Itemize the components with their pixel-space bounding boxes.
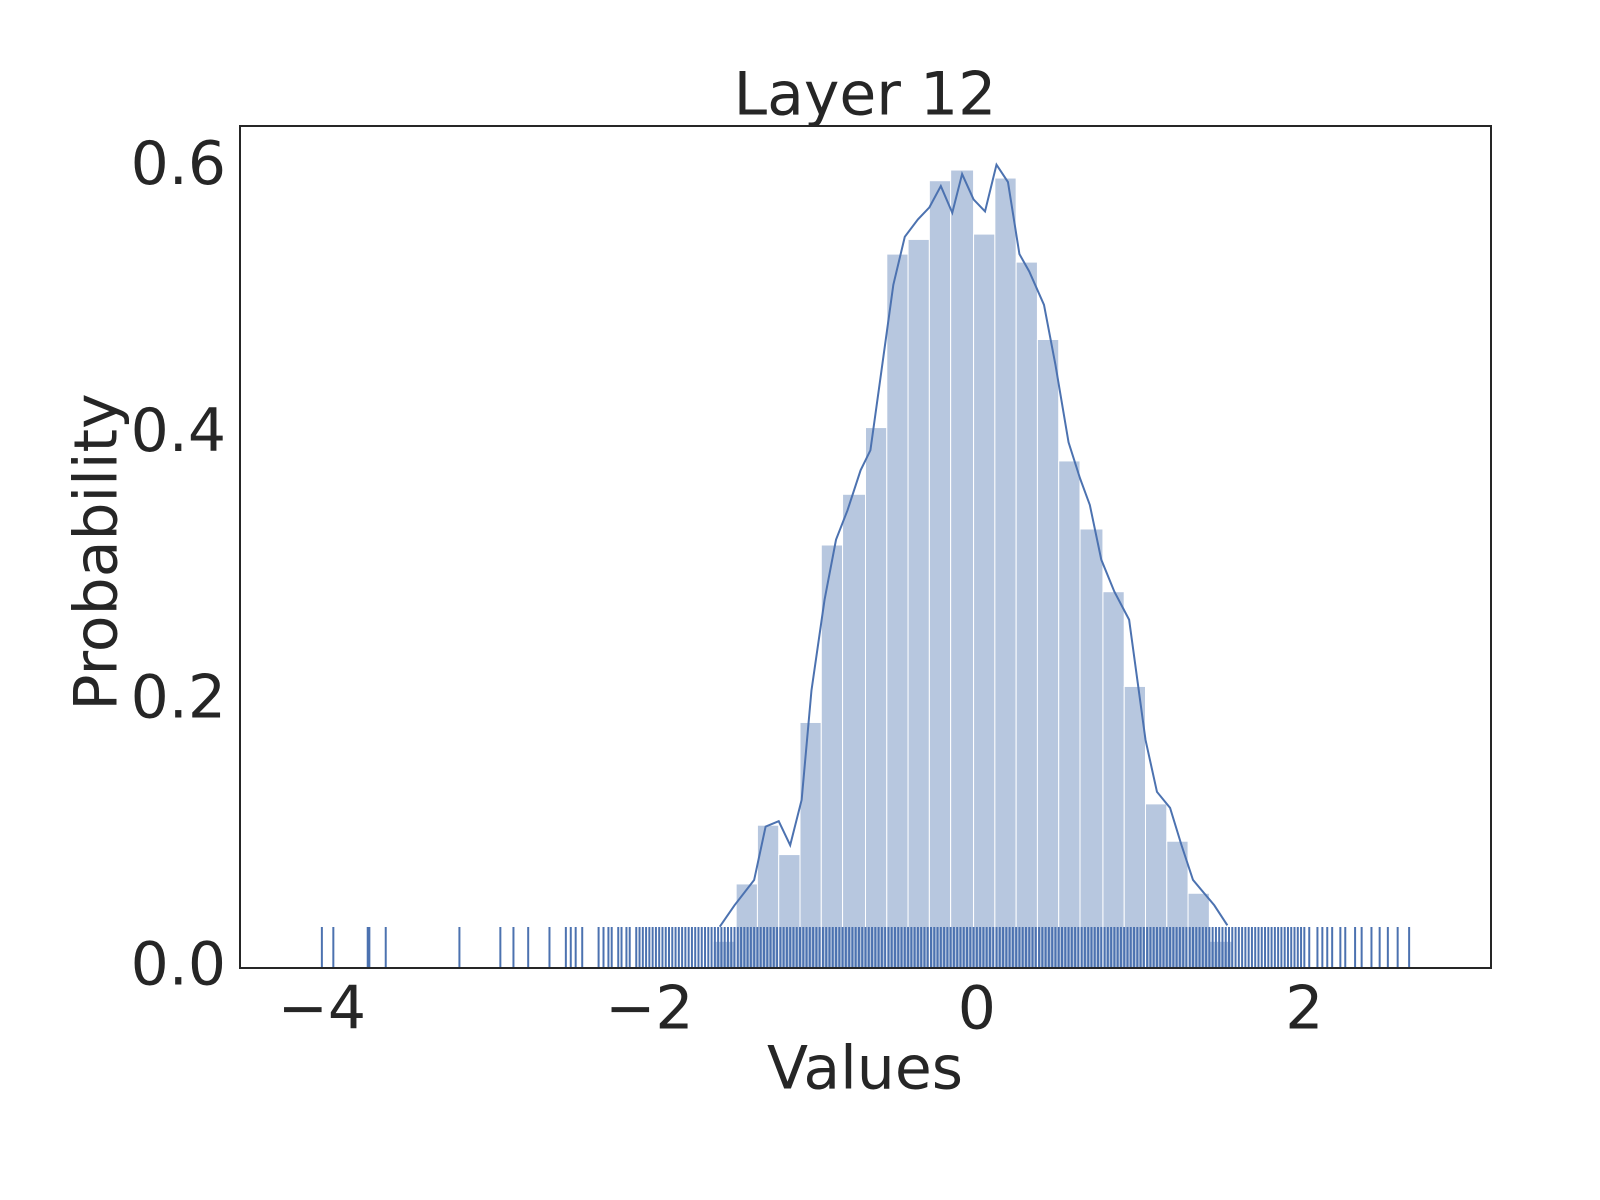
kde-line — [718, 162, 1229, 928]
x-tick-label: 0 — [958, 974, 996, 1044]
y-tick-label: 0.4 — [131, 396, 226, 466]
histogram-bar — [865, 427, 888, 969]
x-axis-label: Values — [767, 1034, 963, 1104]
histogram-bar — [1058, 460, 1081, 969]
x-tick-label: −4 — [278, 974, 366, 1044]
histogram-bar — [1036, 339, 1060, 969]
y-tick-label: 0.6 — [131, 129, 226, 199]
histogram-bar — [820, 544, 844, 969]
histogram-bar — [907, 238, 930, 969]
histogram-bar — [1015, 261, 1038, 969]
chart-title: Layer 12 — [734, 60, 997, 130]
histogram-bar — [1079, 528, 1104, 969]
y-tick-label: 0.2 — [131, 663, 226, 733]
histogram-bar — [1123, 685, 1147, 969]
x-tick-label: 2 — [1285, 974, 1323, 1044]
y-tick-label: 0.0 — [131, 930, 226, 1000]
plot-frame — [239, 125, 1492, 969]
histogram-bar — [950, 169, 975, 969]
histogram-bar — [842, 493, 867, 969]
y-axis-label: Probability — [62, 393, 132, 710]
x-tick-label: −2 — [605, 974, 693, 1044]
histogram-bar — [994, 177, 1017, 969]
histogram-bar — [928, 180, 952, 969]
histogram-bar — [886, 253, 909, 969]
histogram-bar — [1102, 591, 1125, 969]
histogram-bar — [973, 233, 996, 969]
